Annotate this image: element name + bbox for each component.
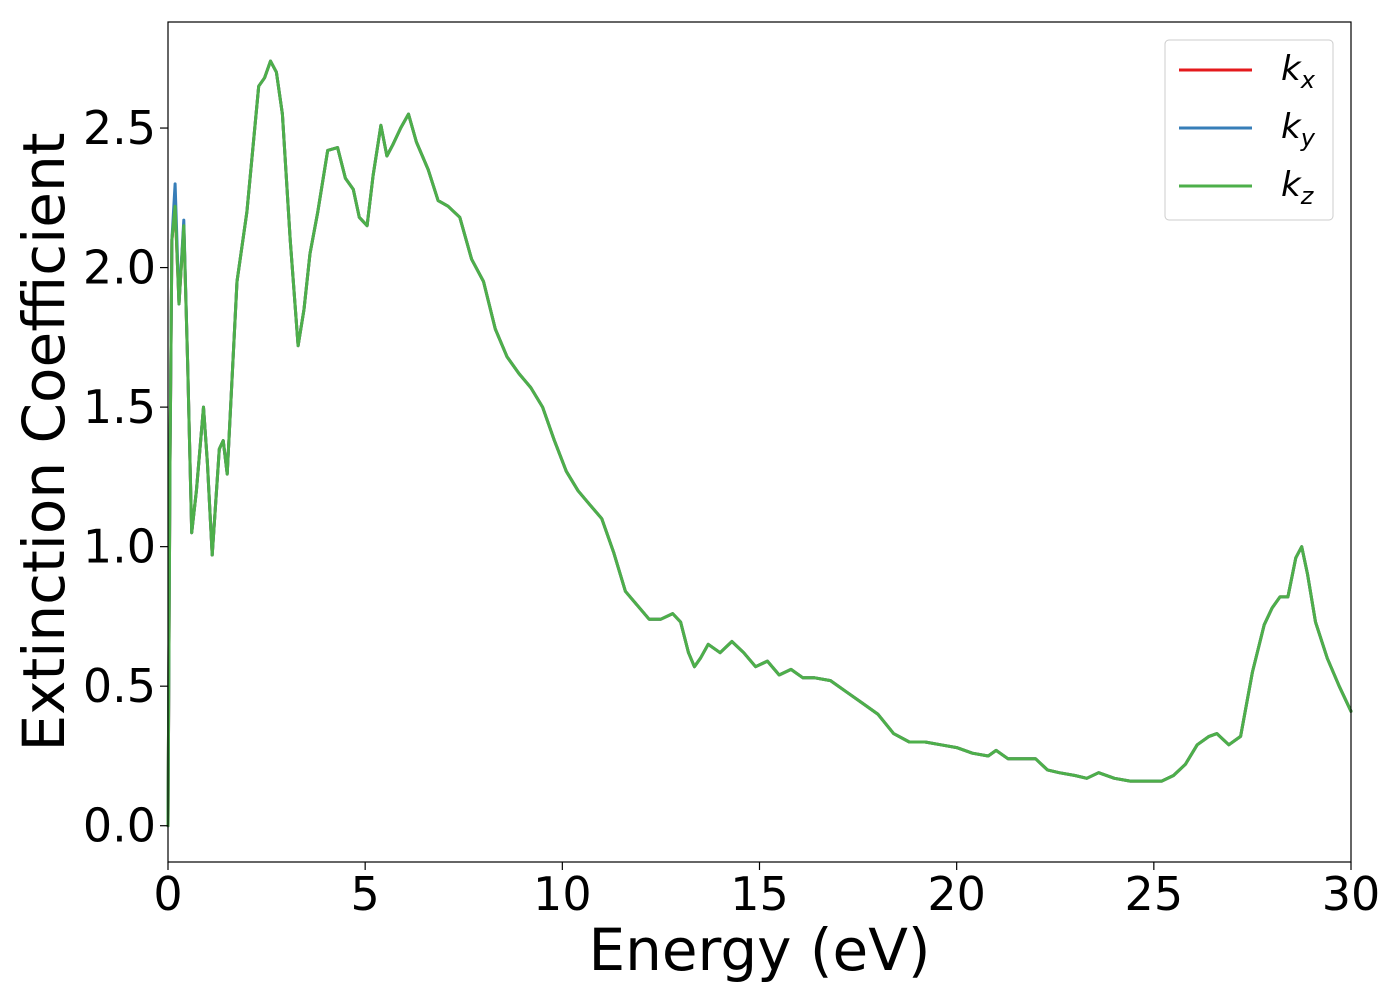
x-tick-label: 15: [730, 867, 789, 921]
y-tick-label: 1.0: [83, 520, 156, 574]
y-axis-ticks: 0.0 0.5 1.0 1.5 2.0 2.5: [83, 101, 168, 853]
series-layer: [166, 59, 1353, 828]
y-tick-label: 2.5: [83, 101, 156, 155]
y-tick-label: 0.5: [83, 659, 156, 713]
y-tick-label: 1.5: [83, 380, 156, 434]
plot-area-background: [168, 22, 1351, 862]
x-tick-label: 30: [1322, 867, 1381, 921]
x-tick-label: 5: [351, 867, 380, 921]
x-tick-label: 25: [1125, 867, 1184, 921]
x-axis-title: Energy (eV): [588, 916, 930, 984]
y-tick-label: 2.0: [83, 241, 156, 295]
y-tick-label: 0.0: [83, 799, 156, 853]
series-line-k-z: [166, 59, 1353, 828]
x-axis-ticks: 0 5 10 15 20 25 30: [153, 862, 1380, 921]
x-tick-label: 20: [927, 867, 986, 921]
legend-box: [1164, 39, 1334, 221]
x-tick-label: 0: [153, 867, 182, 921]
x-tick-label: 10: [533, 867, 592, 921]
y-axis-title: Extinction Coefficient: [10, 133, 78, 752]
